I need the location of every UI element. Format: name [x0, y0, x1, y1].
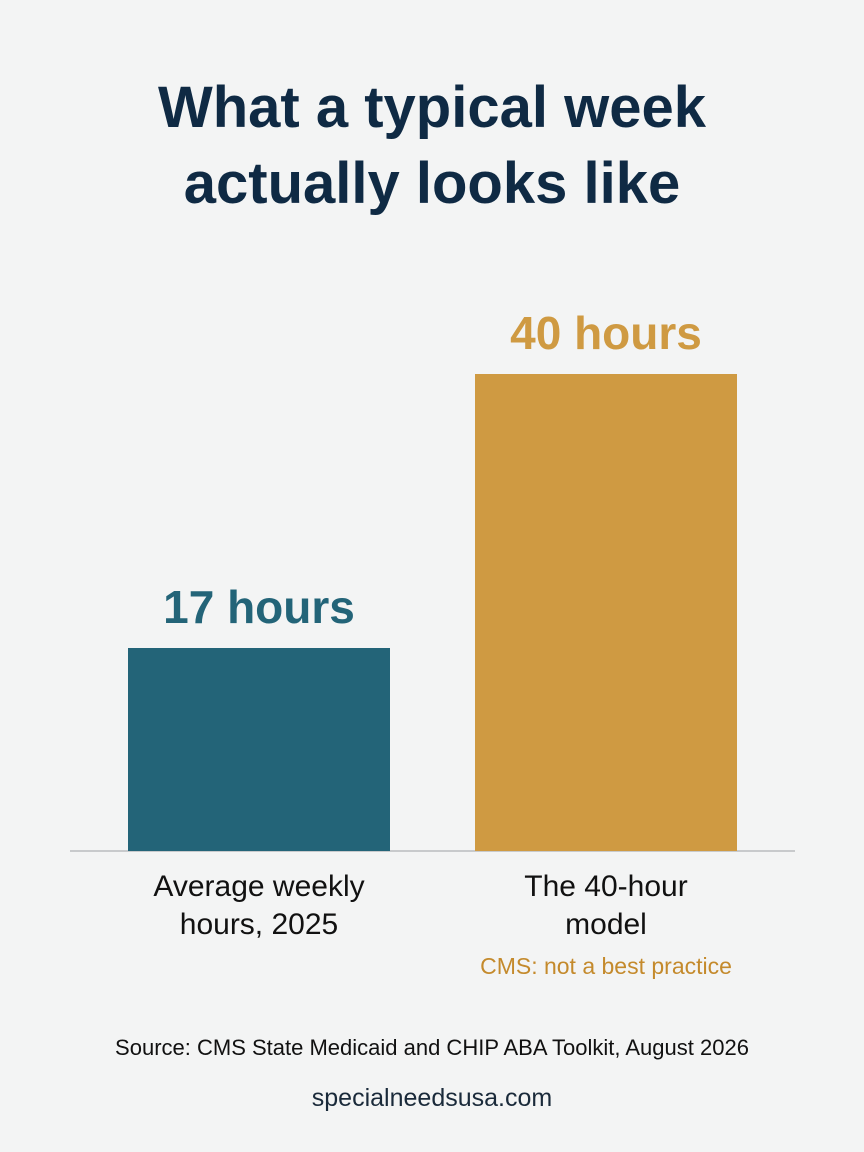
chart-title: What a typical week actually looks like: [158, 75, 706, 216]
value-label: 17 hours: [163, 581, 355, 634]
x-tick-label: Average weekly hours, 2025: [153, 870, 365, 941]
bar: [128, 648, 390, 851]
value-label: 40 hours: [510, 307, 702, 359]
bar: [475, 374, 737, 851]
website: specialneedsusa.com: [311, 1084, 553, 1112]
baseline: [70, 850, 795, 852]
source: Source: CMS State Medicaid and CHIP ABA …: [115, 1035, 749, 1060]
annotation: CMS: not a best practice: [480, 953, 732, 979]
x-tick-label: The 40-hour model: [524, 870, 688, 941]
